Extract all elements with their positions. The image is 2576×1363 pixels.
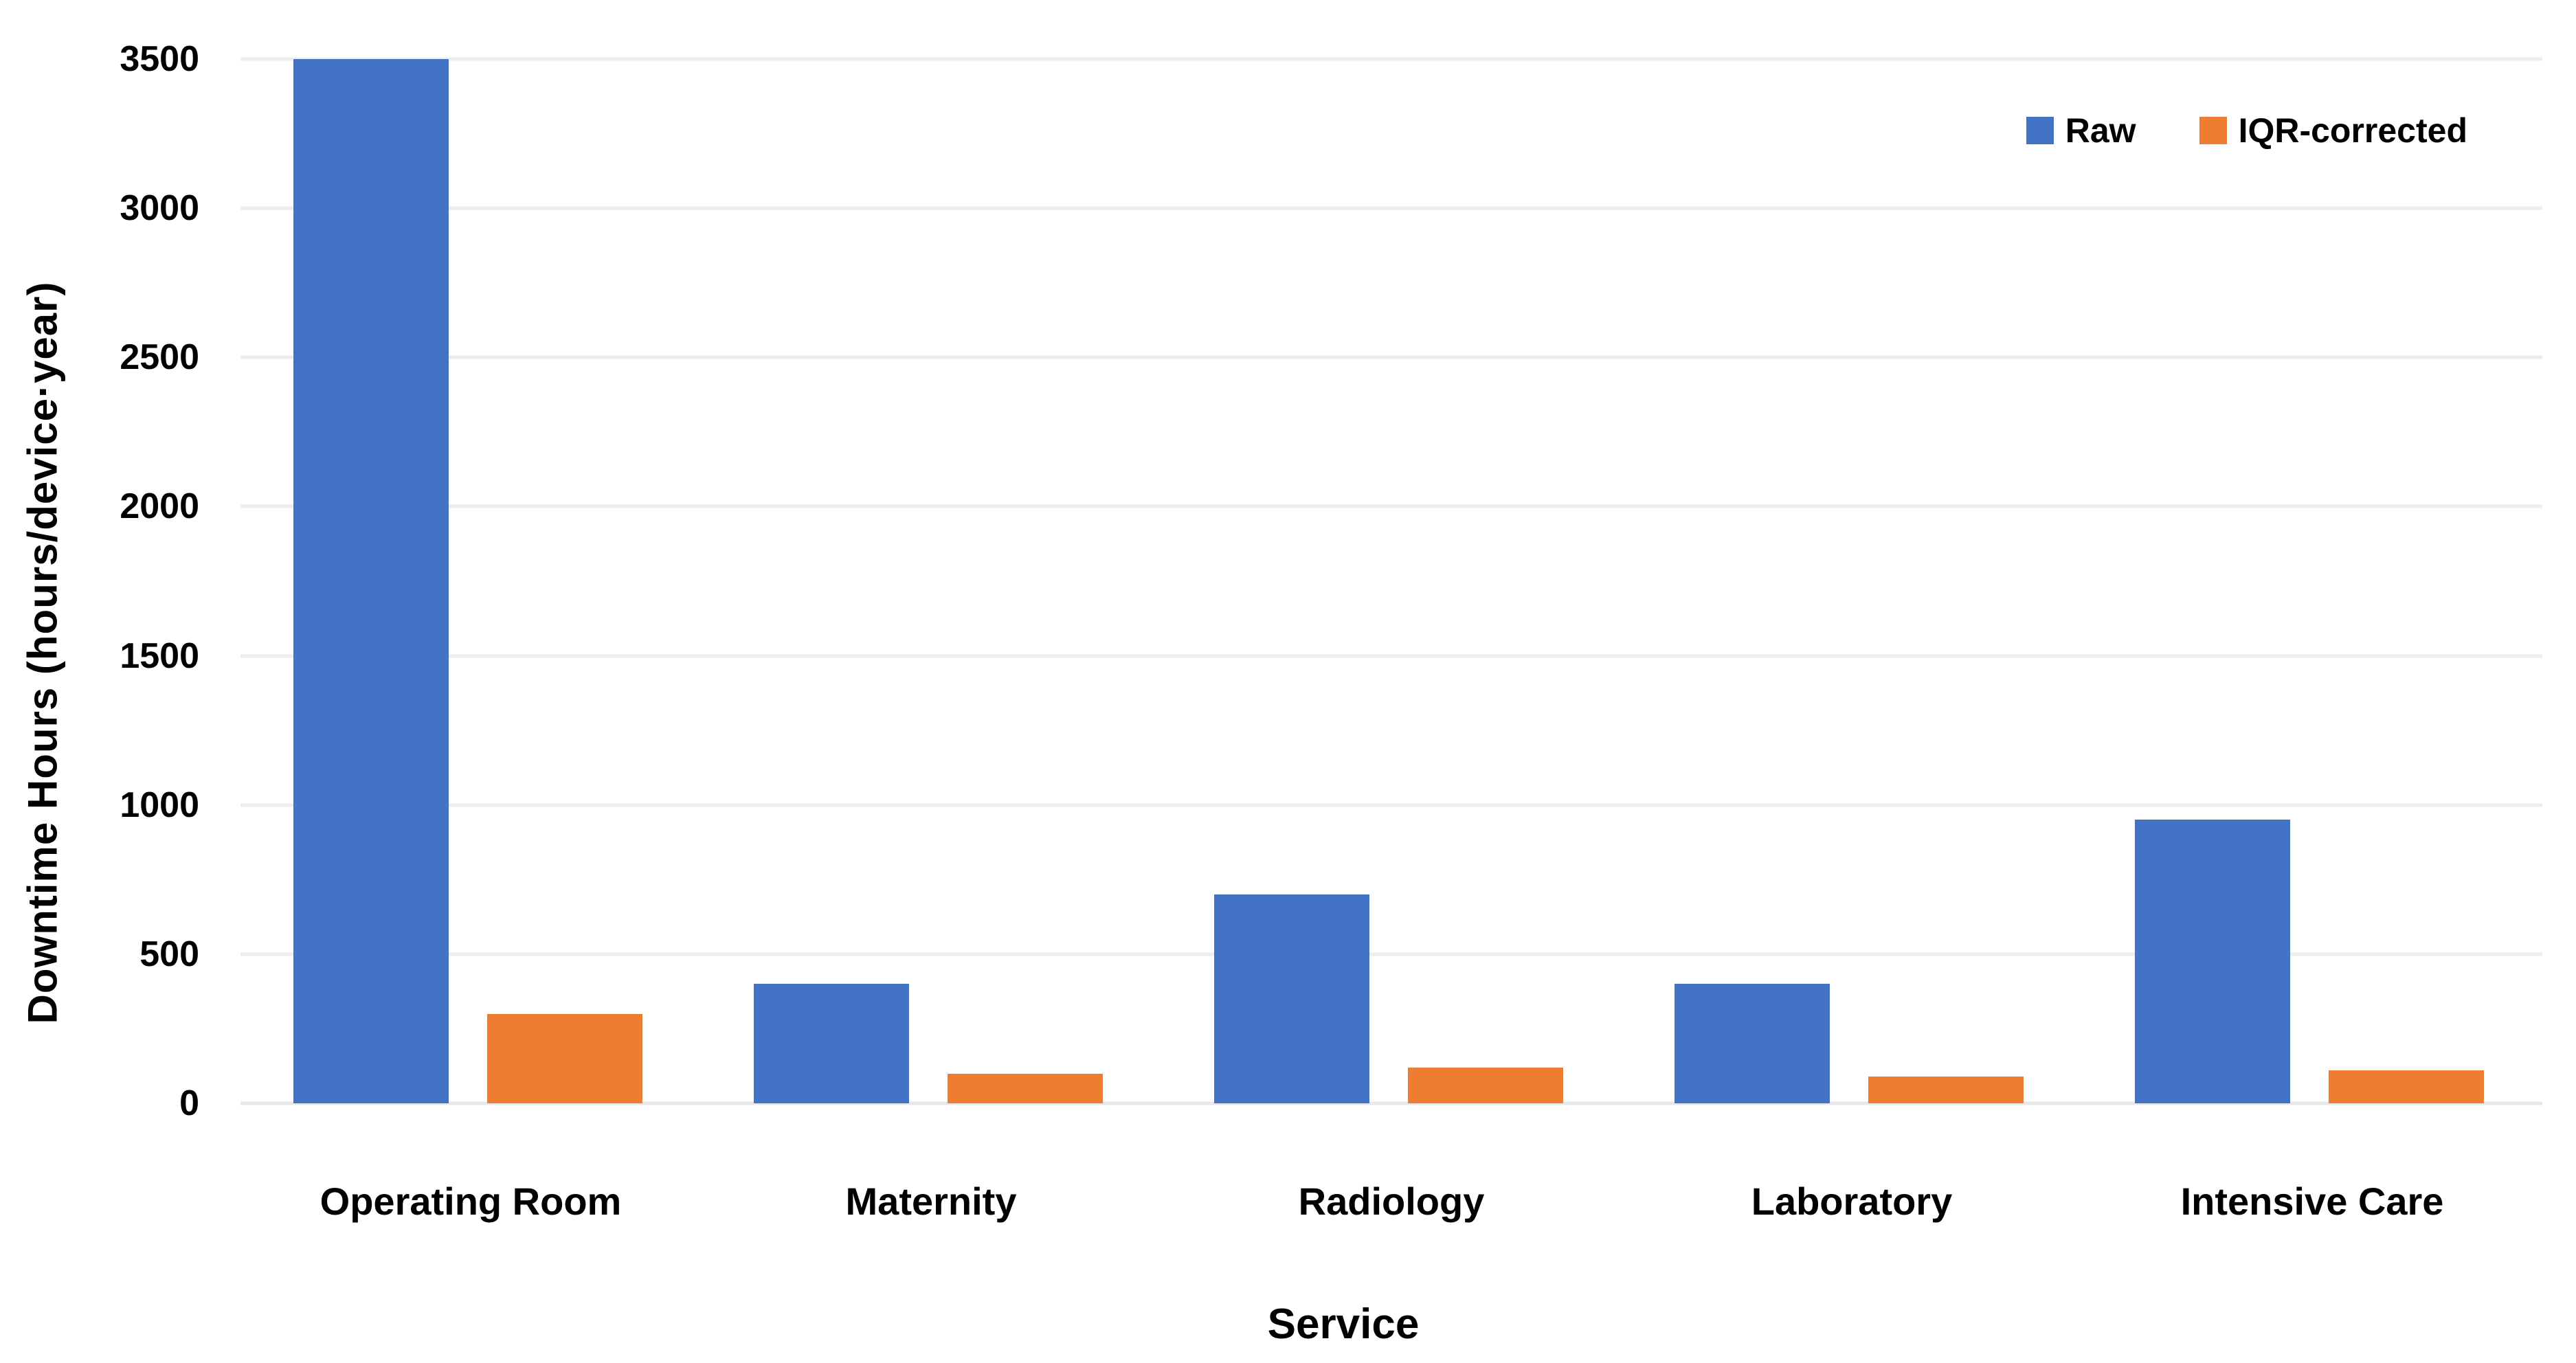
category-label-radiology: Radiology: [1298, 1180, 1485, 1223]
legend-swatch-iqr-corrected: [2199, 117, 2227, 144]
bar-iqr-corrected-maternity: [948, 1073, 1103, 1103]
category-label-maternity: Maternity: [845, 1180, 1017, 1223]
x-axis-title: Service: [1267, 1300, 1420, 1348]
bar-raw-intensive-care: [2135, 820, 2290, 1103]
gridline-500: [240, 952, 2542, 956]
plot-area: [240, 57, 2542, 1105]
gridline-0: [240, 1101, 2542, 1105]
bar-raw-radiology: [1214, 894, 1369, 1103]
y-tick-label-2000: 2000: [120, 486, 199, 527]
gridline-3500: [240, 57, 2542, 61]
category-label-laboratory: Laboratory: [1751, 1180, 1953, 1223]
y-tick-label-3500: 3500: [120, 39, 199, 79]
y-tick-label-500: 500: [139, 934, 199, 974]
gridline-1500: [240, 654, 2542, 658]
y-tick-label-1000: 1000: [120, 785, 199, 825]
bar-raw-operating-room: [293, 59, 449, 1103]
bar-raw-laboratory: [1675, 984, 1830, 1103]
y-tick-label-3000: 3000: [120, 188, 199, 229]
legend-item-raw: Raw: [2026, 112, 2136, 149]
y-tick-label-0: 0: [179, 1083, 199, 1123]
legend-swatch-raw: [2026, 117, 2054, 144]
legend-label-iqr-corrected: IQR-corrected: [2238, 111, 2467, 150]
y-tick-label-2500: 2500: [120, 337, 199, 378]
y-tick-label-1500: 1500: [120, 635, 199, 676]
bar-iqr-corrected-operating-room: [487, 1013, 642, 1103]
category-label-intensive-care: Intensive Care: [2180, 1180, 2444, 1223]
bar-raw-maternity: [754, 984, 909, 1103]
legend-item-iqr-corrected: IQR-corrected: [2199, 112, 2467, 149]
bar-iqr-corrected-intensive-care: [2329, 1070, 2484, 1103]
gridline-1000: [240, 803, 2542, 807]
bar-iqr-corrected-laboratory: [1868, 1076, 2024, 1103]
gridline-2500: [240, 355, 2542, 359]
legend: Raw IQR-corrected: [2026, 112, 2467, 149]
gridline-2000: [240, 504, 2542, 508]
bar-iqr-corrected-radiology: [1408, 1067, 1563, 1103]
category-label-operating-room: Operating Room: [320, 1180, 622, 1223]
gridline-3000: [240, 206, 2542, 210]
legend-label-raw: Raw: [2065, 111, 2136, 150]
